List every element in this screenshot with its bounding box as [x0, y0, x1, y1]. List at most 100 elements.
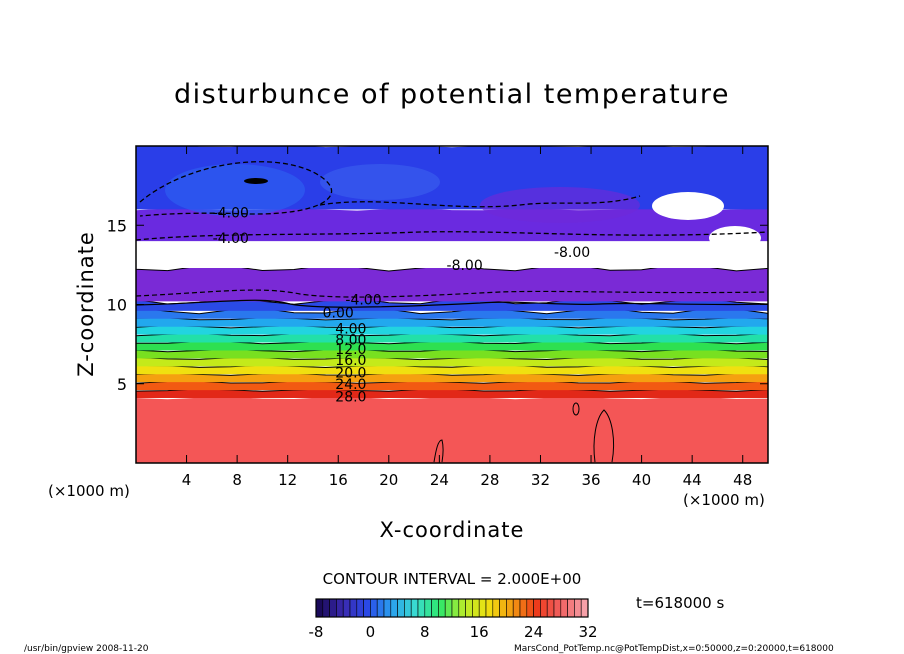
x-unit-right: (×1000 m) — [683, 491, 765, 509]
colorbar-cell — [485, 598, 494, 618]
contour-small-lower-2 — [433, 439, 444, 463]
contour-label: -8.00 — [554, 245, 590, 261]
colorbar — [315, 598, 589, 618]
x-axis-label: X-coordinate — [380, 518, 525, 542]
x-tick-label: 40 — [632, 471, 651, 489]
plot-area: -4.00-4.00-8.00-8.00-4.000.004.008.0012.… — [136, 146, 768, 463]
colorbar-cell — [540, 598, 548, 618]
contour-interval-text: CONTOUR INTERVAL = 2.000E+00 — [323, 570, 582, 588]
blob-upper-mid — [320, 164, 440, 200]
x-tick-label: 32 — [531, 471, 550, 489]
colorbar-cell — [458, 598, 466, 618]
contour-dashed-mid — [319, 195, 641, 208]
contour-small-lower-3 — [572, 402, 580, 416]
contour-small-lower-1 — [593, 409, 615, 463]
white-patch-right — [652, 192, 724, 220]
x-tick-label: 48 — [733, 471, 752, 489]
colorbar-cell — [349, 598, 358, 618]
contour-dashed-lower — [136, 289, 768, 298]
field-layer — [136, 317, 768, 327]
contour-labels: -4.00-4.00-8.00-8.00-4.000.004.008.0012.… — [213, 206, 591, 406]
colorbar-tick-label: 0 — [366, 623, 376, 641]
colorbar-tick-label: 24 — [524, 623, 543, 641]
colorbar-cell — [431, 598, 439, 618]
colorbar-cell — [390, 598, 398, 618]
contour-label: -4.00 — [213, 231, 249, 247]
x-tick-label: 36 — [581, 471, 600, 489]
colorbar-cell — [506, 598, 514, 618]
colorbar-cell — [363, 598, 371, 618]
field-layer — [136, 396, 768, 463]
contour-label: 0.00 — [323, 305, 354, 321]
colorbar-cell — [472, 598, 480, 618]
x-tick-label: 44 — [683, 471, 702, 489]
colorbar-cell — [580, 598, 589, 618]
colorbar-cell — [560, 598, 568, 618]
dark-core — [244, 178, 268, 184]
colorbar-cell — [424, 598, 432, 618]
colorbar-cell — [519, 598, 528, 618]
colorbar-cell — [397, 598, 405, 618]
y-tick-label: 5 — [117, 375, 127, 394]
colorbar-cell — [478, 598, 487, 618]
colorbar-cell — [410, 598, 419, 618]
contour-line — [136, 307, 768, 315]
colorbar-cell — [444, 598, 453, 618]
y-tick-label: 15 — [107, 216, 127, 235]
contour-label: -8.00 — [447, 258, 483, 274]
contour-label: 4.00 — [335, 321, 366, 337]
colorbar-tick-label: 32 — [578, 623, 597, 641]
colorbar-cell — [451, 598, 460, 618]
colorbar-cell — [512, 598, 521, 618]
contour-line — [136, 364, 768, 369]
colorbar-ticks: -8 0 8 16 24 32 — [309, 623, 598, 641]
x-tick-label: 28 — [480, 471, 499, 489]
colorbar-tick-label: -8 — [309, 623, 324, 641]
x-tick-label: 16 — [329, 471, 348, 489]
field-layer — [136, 239, 768, 269]
blob-upper-left — [165, 164, 305, 216]
colorbar-cell — [533, 598, 541, 618]
contour-label: -4.00 — [345, 293, 381, 309]
contour-label: 24.0 — [335, 377, 366, 393]
time-text: t=618000 s — [636, 594, 724, 612]
field-layer — [136, 373, 768, 383]
colorbar-cell — [499, 598, 507, 618]
colorbar-frame — [315, 598, 589, 618]
colorbar-cell — [553, 598, 562, 618]
colorbar-cell — [567, 598, 575, 618]
colorbar-cell — [546, 598, 555, 618]
colorbar-tick-label: 8 — [420, 623, 430, 641]
colorbar-cell — [574, 598, 582, 618]
field-layer — [136, 325, 768, 335]
field-layer — [136, 365, 768, 375]
contour-label: -4.00 — [213, 206, 249, 222]
colorbar-cell — [404, 598, 412, 618]
contour-label: 28.0 — [335, 389, 366, 405]
white-patch-right-2 — [709, 226, 761, 250]
x-tick-label: 20 — [379, 471, 398, 489]
colorbar-cell — [315, 598, 324, 618]
colorbar-cell — [417, 598, 426, 618]
colorbar-cell — [492, 598, 500, 618]
contour-label: 16.0 — [335, 353, 366, 369]
contour-label: 8.00 — [335, 332, 366, 348]
colorbar-cell — [342, 598, 351, 618]
contour-line — [136, 317, 768, 321]
colorbar-tick-label: 16 — [470, 623, 489, 641]
field-layer — [136, 388, 768, 399]
colorbar-cell — [322, 598, 330, 618]
y-tick-label: 10 — [107, 296, 127, 315]
x-tick-label: 24 — [430, 471, 449, 489]
colorbar-cell — [336, 598, 344, 618]
colorbar-cell — [465, 598, 473, 618]
x-tick-label: 4 — [182, 471, 192, 489]
colorbar-cell — [526, 598, 534, 618]
colorbar-cell — [383, 598, 392, 618]
colorbar-cell — [329, 598, 337, 618]
y-axis-ticks: 5 10 15 — [107, 216, 768, 394]
x-tick-label: 8 — [232, 471, 242, 489]
colorbar-cell — [370, 598, 378, 618]
x-tick-label: 12 — [278, 471, 297, 489]
